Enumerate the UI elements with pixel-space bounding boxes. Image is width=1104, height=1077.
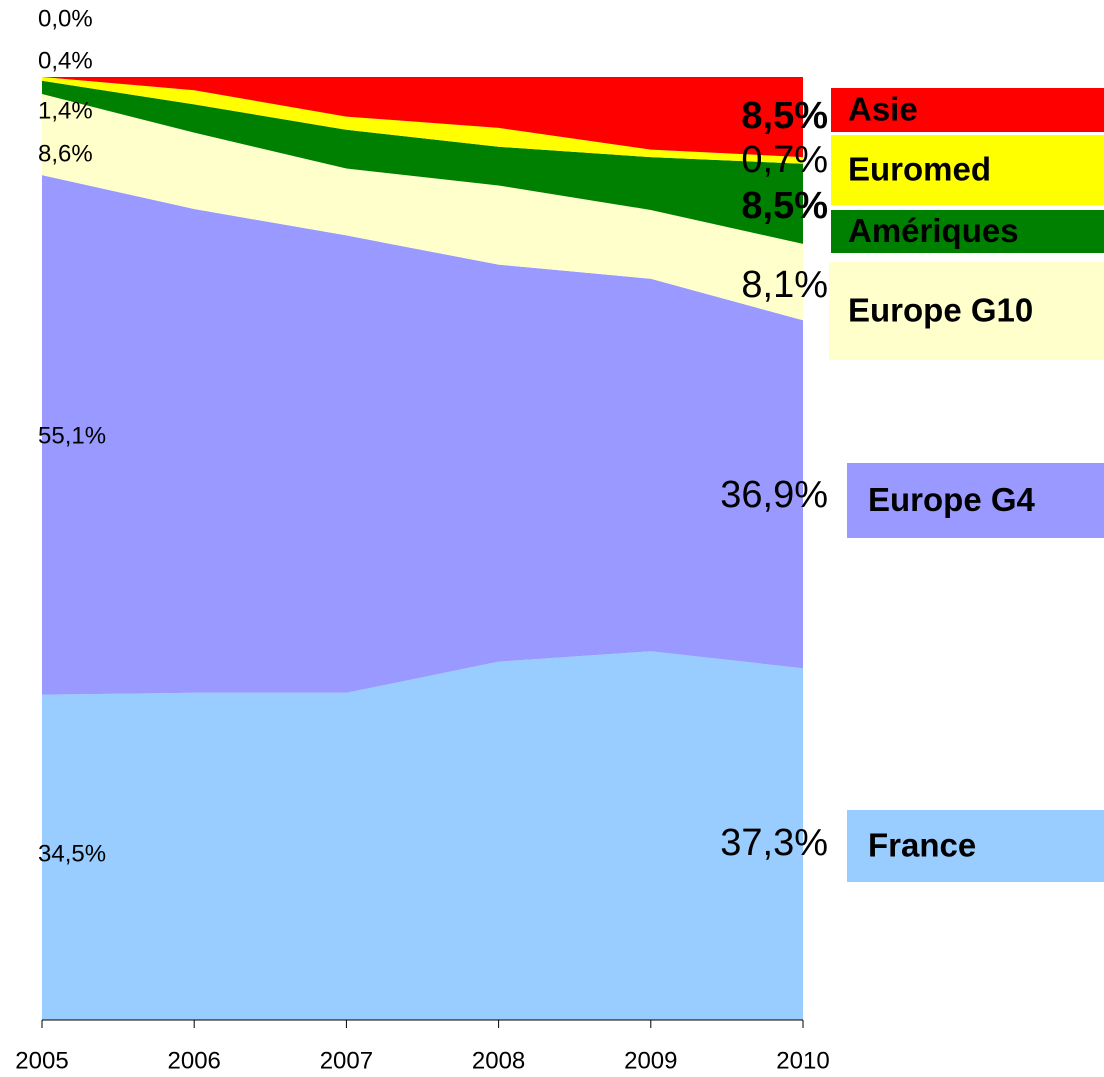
- value-label: 34,5%: [38, 840, 106, 867]
- legend-swatch: [847, 810, 1104, 882]
- area: [42, 80, 803, 244]
- x-tick-label: 2010: [776, 1047, 829, 1074]
- legend-label: Amériques: [848, 212, 1019, 249]
- legend-swatch: [831, 135, 1104, 205]
- legend-swatch: [847, 463, 1104, 538]
- value-label: 8,6%: [38, 140, 93, 167]
- value-label: 55,1%: [38, 422, 106, 449]
- value-label: 8,5%: [741, 185, 828, 227]
- x-tick-label: 2009: [624, 1047, 677, 1074]
- value-label: 0,7%: [741, 139, 828, 181]
- x-tick-label: 2006: [168, 1047, 221, 1074]
- value-label: 37,3%: [720, 822, 828, 864]
- area: [42, 93, 803, 321]
- legend-label: Asie: [848, 91, 918, 128]
- value-label: 36,9%: [720, 474, 828, 516]
- area: [42, 175, 803, 695]
- legend-label: Euromed: [848, 151, 991, 188]
- legend-label: France: [868, 827, 976, 864]
- legend-label: Europe G10: [848, 292, 1033, 329]
- value-label: 1,4%: [38, 97, 93, 124]
- area: [42, 77, 803, 164]
- x-tick-label: 2005: [15, 1047, 68, 1074]
- legend-swatch: [829, 262, 1104, 360]
- value-label: 8,1%: [741, 264, 828, 306]
- x-tick-label: 2007: [320, 1047, 373, 1074]
- legend-label: Europe G4: [868, 481, 1036, 518]
- x-tick-label: 2008: [472, 1047, 525, 1074]
- value-label: 0,4%: [38, 47, 93, 74]
- value-label: 8,5%: [741, 95, 828, 137]
- legend-swatch: [831, 88, 1104, 132]
- legend-swatch: [831, 210, 1104, 253]
- value-label: 0,0%: [38, 5, 93, 32]
- area: [42, 77, 803, 158]
- area: [42, 651, 803, 1020]
